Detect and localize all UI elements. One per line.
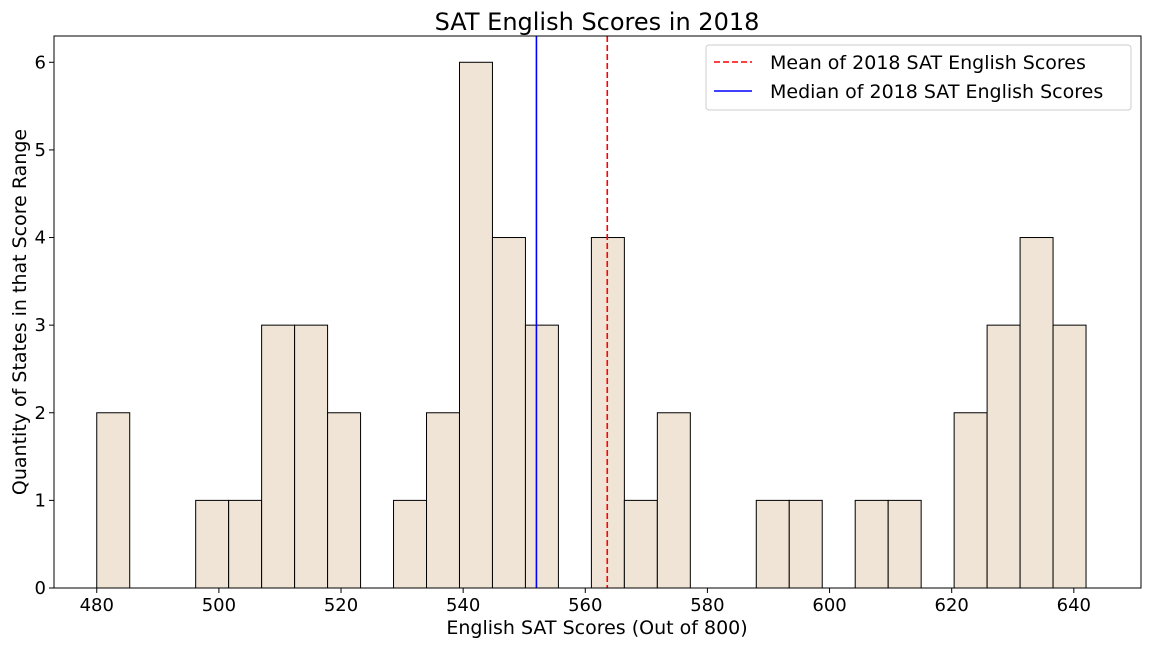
chart-title: SAT English Scores in 2018 bbox=[435, 8, 760, 36]
y-tick-label: 1 bbox=[35, 490, 46, 511]
y-tick-label: 0 bbox=[35, 578, 46, 599]
plot-area-frame bbox=[53, 35, 1142, 589]
histogram-bar bbox=[656, 412, 691, 589]
histogram-bar bbox=[788, 499, 823, 589]
histogram-bar bbox=[96, 412, 131, 589]
histogram-bar bbox=[491, 237, 526, 589]
histogram-bar bbox=[1052, 324, 1087, 589]
histogram-bar bbox=[426, 412, 460, 589]
y-tick-label: 2 bbox=[35, 403, 46, 424]
legend-median-label: Median of 2018 SAT English Scores bbox=[770, 81, 1103, 103]
x-tick-label: 640 bbox=[1057, 595, 1091, 616]
x-tick-label: 620 bbox=[935, 595, 969, 616]
x-tick-label: 560 bbox=[568, 595, 602, 616]
x-tick-label: 520 bbox=[324, 595, 358, 616]
y-tick-label: 3 bbox=[35, 315, 46, 336]
x-axis-label: English SAT Scores (Out of 800) bbox=[446, 617, 747, 639]
x-axis-ticks: 480 500 520 540 560 580 600 620 640 bbox=[80, 588, 1091, 616]
legend-mean-label: Mean of 2018 SAT English Scores bbox=[770, 52, 1086, 74]
legend: Mean of 2018 SAT English Scores Median o… bbox=[705, 44, 1132, 111]
histogram-bar bbox=[1019, 237, 1054, 589]
histogram-bar bbox=[590, 237, 625, 589]
histogram-bar bbox=[524, 324, 559, 589]
y-axis-ticks: 0 1 2 3 4 5 6 bbox=[35, 52, 54, 599]
y-tick-label: 4 bbox=[35, 228, 46, 249]
histogram-bar bbox=[195, 499, 230, 589]
x-tick-label: 580 bbox=[690, 595, 724, 616]
x-tick-label: 540 bbox=[446, 595, 480, 616]
histogram-bar bbox=[393, 499, 428, 589]
histogram-bar bbox=[953, 412, 988, 589]
histogram-bar bbox=[623, 499, 658, 589]
histogram-bar bbox=[458, 61, 493, 589]
histogram-bar bbox=[228, 499, 263, 589]
x-tick-label: 500 bbox=[202, 595, 236, 616]
x-tick-label: 480 bbox=[80, 595, 114, 616]
histogram-bar bbox=[294, 324, 329, 589]
y-tick-label: 5 bbox=[35, 140, 46, 161]
histogram-bar bbox=[327, 412, 362, 589]
reference-lines-layer bbox=[535, 36, 609, 588]
legend-box bbox=[705, 44, 1132, 111]
histogram-bar bbox=[755, 499, 790, 589]
histogram-bar bbox=[854, 499, 889, 589]
y-axis-label: Quantity of States in that Score Range bbox=[9, 129, 31, 495]
histogram-bar bbox=[986, 324, 1021, 589]
x-tick-label: 600 bbox=[812, 595, 846, 616]
histogram-bar bbox=[887, 499, 922, 589]
bars-layer bbox=[96, 61, 1087, 589]
y-tick-label: 6 bbox=[35, 52, 46, 73]
histogram-bar bbox=[261, 324, 296, 589]
